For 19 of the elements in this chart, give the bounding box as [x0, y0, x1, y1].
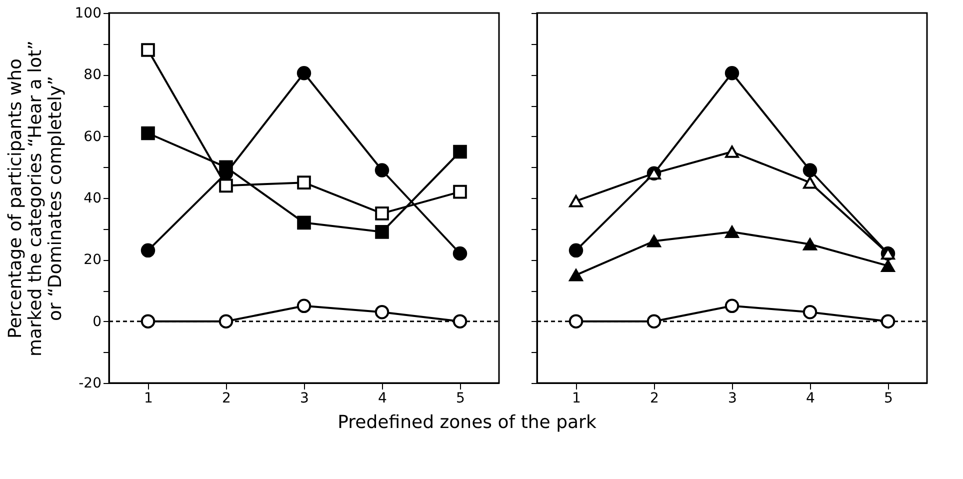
- y-tick-label: -20: [78, 376, 102, 392]
- y-tick-label: 20: [84, 252, 102, 268]
- y-tick-label: 40: [84, 190, 102, 206]
- x-tick-label: 3: [300, 390, 309, 406]
- y-tick-label: 80: [84, 67, 102, 84]
- x-tick-label: 4: [806, 390, 816, 406]
- x-tick-label: 5: [456, 390, 465, 406]
- x-tick-label: 4: [378, 390, 388, 406]
- x-tick-label: 1: [144, 390, 153, 406]
- x-tick-label: 2: [222, 390, 231, 406]
- y-axis-title: Percentage of participants who marked the categories “Hear a lot” or “Dominates completely”: [4, 40, 66, 356]
- x-tick-label: 5: [884, 390, 893, 406]
- y-tick-label: 60: [84, 128, 102, 145]
- x-tick-label: 3: [728, 390, 737, 406]
- y-tick-label: 100: [74, 6, 102, 22]
- y-tick-label: 0: [92, 314, 102, 330]
- x-tick-label: 2: [650, 390, 659, 406]
- x-axis-title: Predefined zones of the park: [338, 412, 597, 433]
- x-tick-label: 1: [572, 390, 581, 406]
